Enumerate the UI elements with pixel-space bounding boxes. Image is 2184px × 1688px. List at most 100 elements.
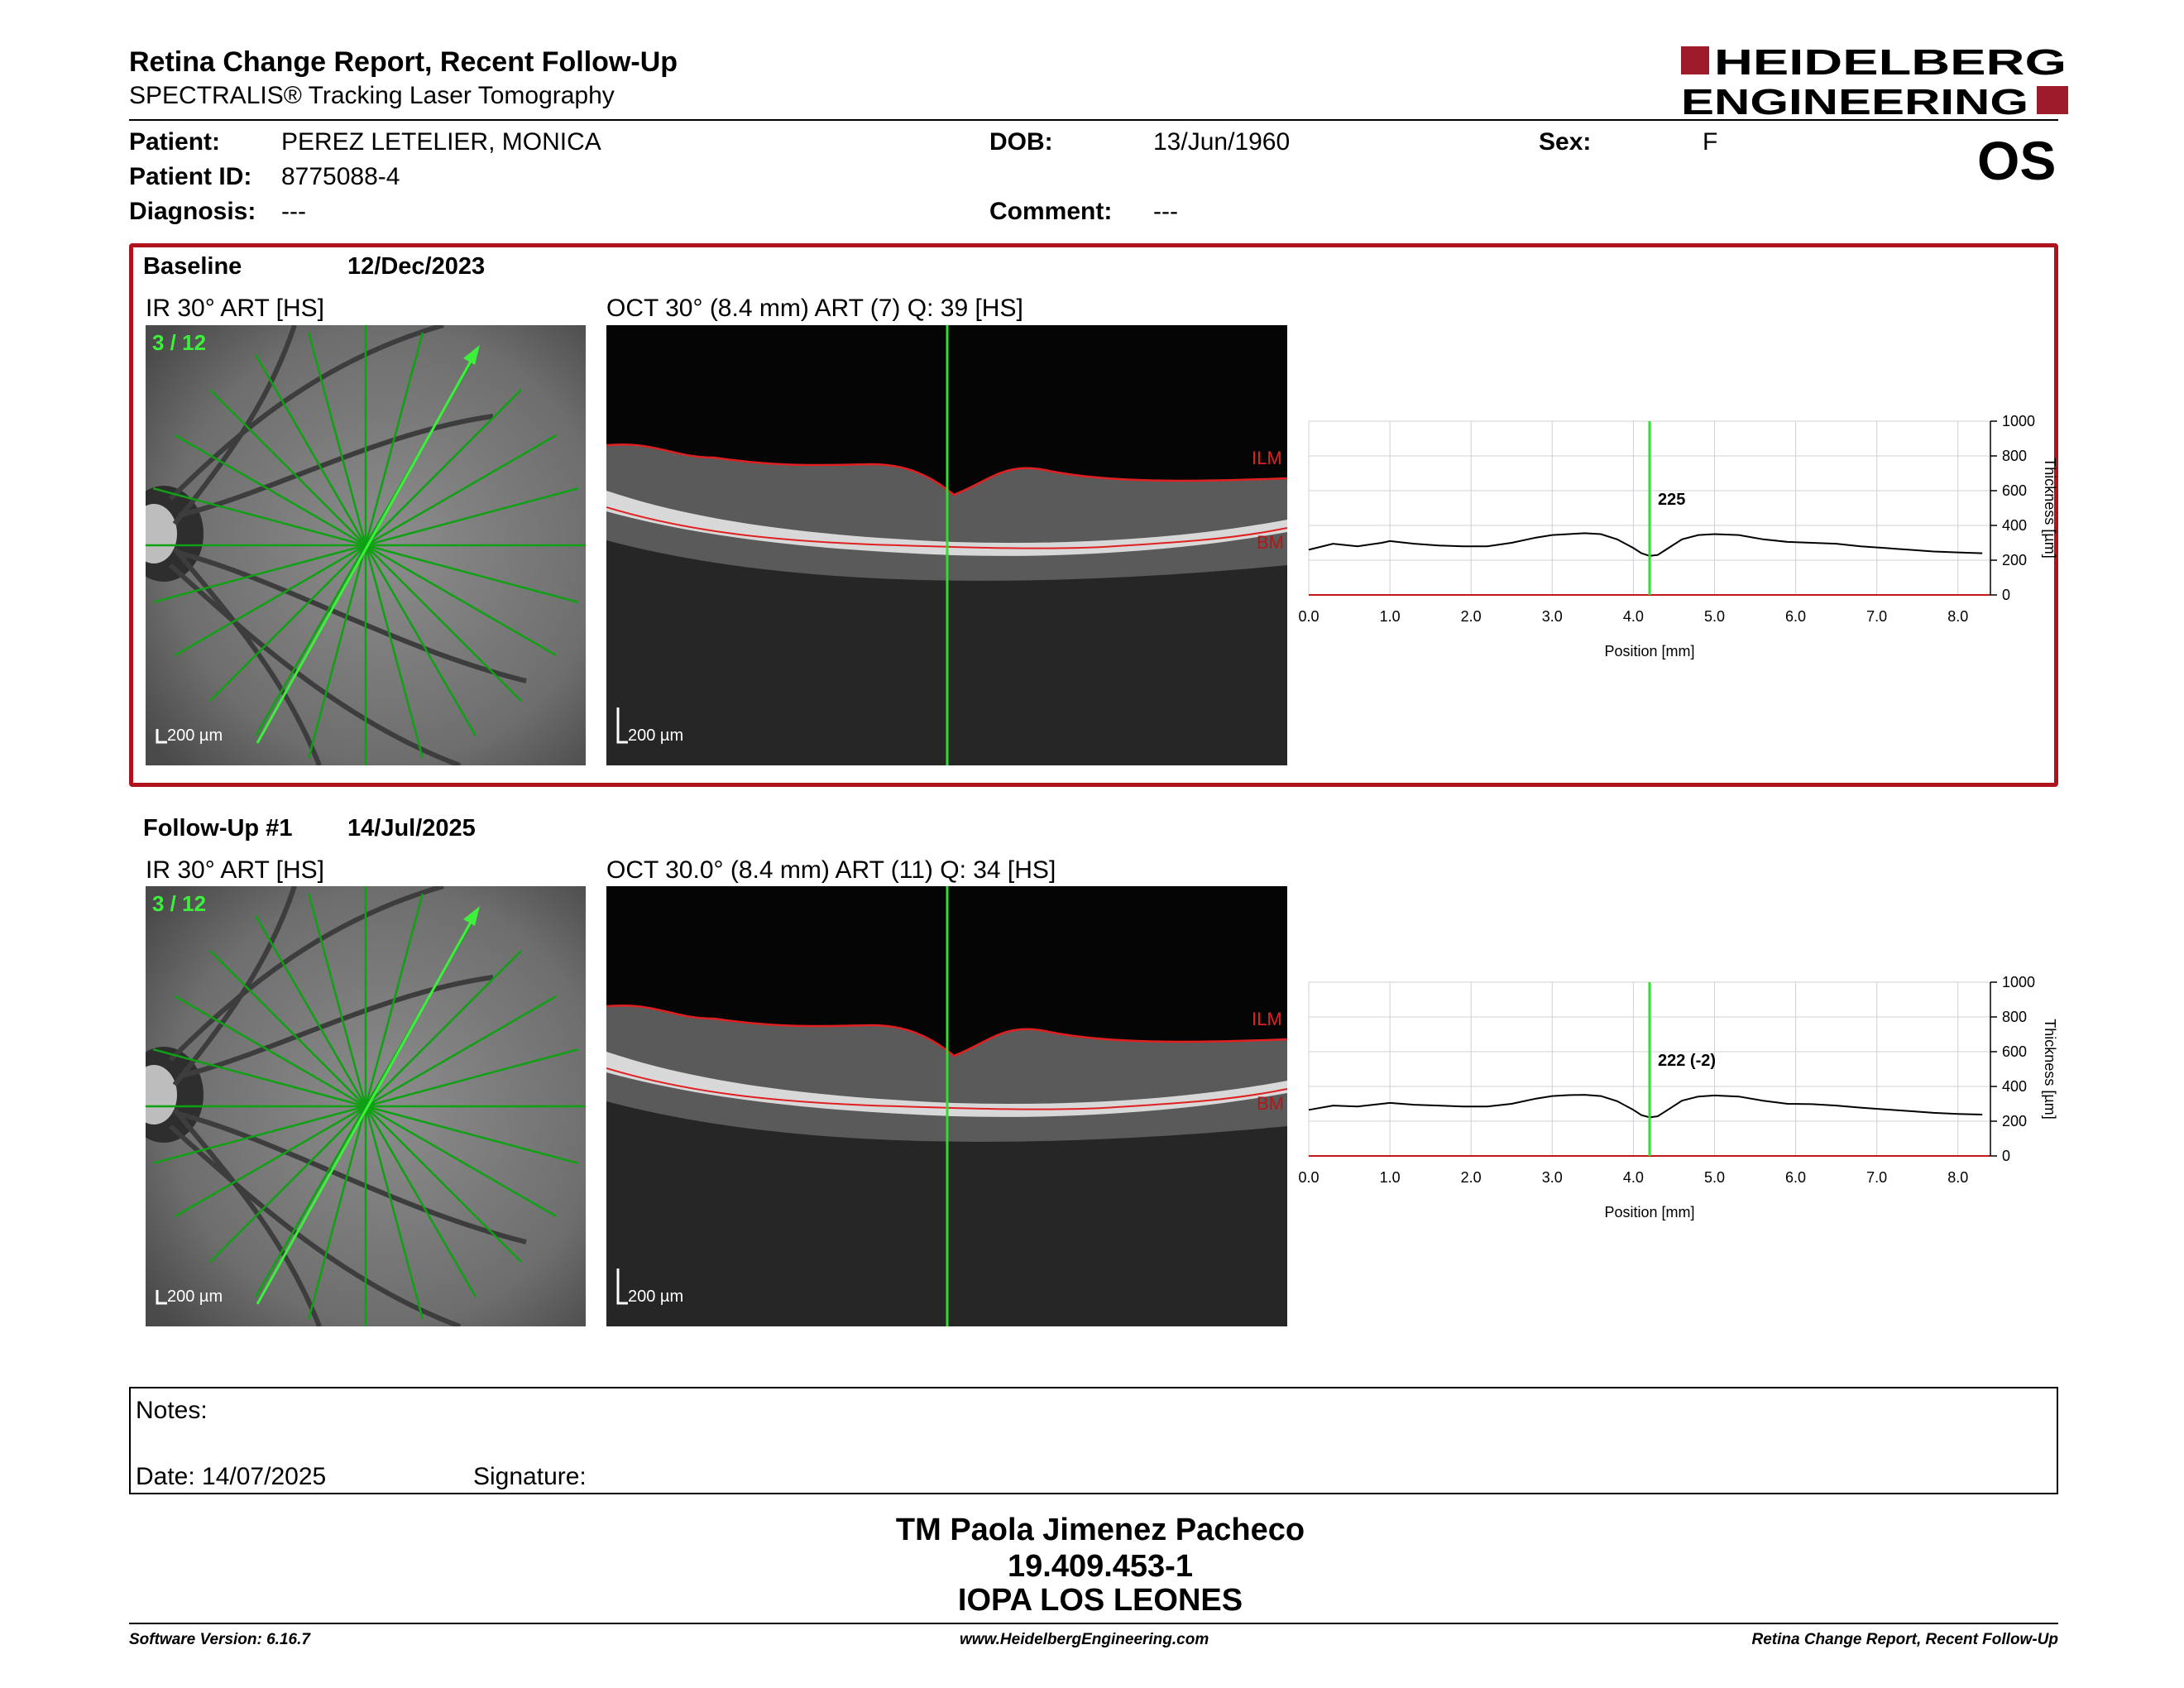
retinal-vessel xyxy=(168,325,444,501)
ilm-label: ILM xyxy=(1252,1009,1282,1029)
x-tick-label: 8.0 xyxy=(1947,608,1968,625)
y-tick-label: 200 xyxy=(2002,1113,2027,1129)
ilm-label: ILM xyxy=(1252,448,1282,468)
rpe-band xyxy=(606,1052,1287,1117)
y-tick-label: 400 xyxy=(2002,1078,2027,1095)
followup-ir-image[interactable]: 3 / 12 200 µm xyxy=(146,886,586,1326)
x-axis-label: Position [mm] xyxy=(1604,643,1694,659)
footer-website[interactable]: www.HeidelbergEngineering.com xyxy=(960,1631,1209,1648)
notes-label: Notes: xyxy=(136,1397,208,1424)
followup-ir-title: IR 30° ART [HS] xyxy=(146,856,324,884)
cursor-value-label: 222 (-2) xyxy=(1658,1052,1716,1070)
bm-label: BM xyxy=(1257,1093,1284,1114)
x-tick-label: 6.0 xyxy=(1785,1169,1806,1186)
x-tick-label: 2.0 xyxy=(1461,1169,1482,1186)
x-tick-label: 1.0 xyxy=(1380,1169,1401,1186)
baseline-thickness-chart[interactable]: 0.0 1.0 2.0 3.0 4.0 5.0 6.0 7.0 8.0 0 200 400 600 800… xyxy=(1291,410,2068,683)
bm-boundary xyxy=(606,506,1287,549)
ilm-boundary xyxy=(606,443,1287,496)
footer-report-name: Retina Change Report, Recent Follow-Up xyxy=(1751,1631,2058,1648)
baseline-panel xyxy=(129,243,2058,787)
notes-date: Date: 14/07/2025 xyxy=(136,1463,327,1490)
dob-value: 13/Jun/1960 xyxy=(1153,128,1291,156)
bm-boundary xyxy=(606,1067,1287,1110)
retinal-vessel xyxy=(178,975,494,1079)
patient-name: PEREZ LETELIER, MONICA xyxy=(281,128,601,156)
retinal-vessel xyxy=(168,1124,462,1326)
retinal-vessel xyxy=(168,563,462,765)
scale-bar-icon xyxy=(156,729,167,744)
dob-label: DOB: xyxy=(989,128,1053,156)
y-tick-label: 400 xyxy=(2002,517,2027,534)
sex-label: Sex: xyxy=(1539,128,1592,156)
x-tick-label: 4.0 xyxy=(1623,1169,1644,1186)
x-tick-label: 1.0 xyxy=(1380,608,1401,625)
report-subtitle: SPECTRALIS® Tracking Laser Tomography xyxy=(129,82,615,109)
x-tick-label: 7.0 xyxy=(1866,608,1887,625)
retinal-vessel xyxy=(178,1111,527,1244)
y-tick-label: 600 xyxy=(2002,1043,2027,1060)
y-axis-label: Thickness [µm] xyxy=(2042,458,2058,558)
signatory-institution: IOPA LOS LEONES xyxy=(957,1583,1243,1618)
x-axis-label: Position [mm] xyxy=(1604,1204,1694,1220)
y-tick-label: 0 xyxy=(2002,1148,2010,1164)
followup-oct-image[interactable]: ILM BM 200 µm xyxy=(606,886,1287,1326)
x-tick-label: 3.0 xyxy=(1542,608,1563,625)
x-tick-label: 0.0 xyxy=(1298,608,1319,625)
y-tick-label: 1000 xyxy=(2002,974,2035,990)
cursor-value-label: 225 xyxy=(1658,491,1685,509)
patient-label: Patient: xyxy=(129,128,221,156)
signature-label: Signature: xyxy=(473,1463,587,1490)
sex-value: F xyxy=(1703,128,1718,156)
comment-label: Comment: xyxy=(989,198,1113,225)
heidelberg-logo: HEIDELBERG ENGINEERING xyxy=(1681,42,2068,121)
baseline-ir-image[interactable]: 3 / 12 200 µm xyxy=(146,325,586,765)
scale-bar-icon xyxy=(616,1268,628,1305)
y-tick-label: 600 xyxy=(2002,482,2027,499)
diagnosis-value: --- xyxy=(281,198,306,225)
comment-value: --- xyxy=(1153,198,1178,225)
baseline-date: 12/Dec/2023 xyxy=(347,253,486,280)
oct-scale-label: 200 µm xyxy=(628,727,683,745)
eye-laterality: OS xyxy=(1977,130,2057,191)
scale-bar-icon xyxy=(156,1290,167,1305)
retinal-vessel xyxy=(168,886,444,1062)
scan-line xyxy=(152,487,579,604)
ir-scale-label: 200 µm xyxy=(167,727,223,745)
x-tick-label: 5.0 xyxy=(1704,608,1725,625)
followup-label: Follow-Up #1 xyxy=(143,815,293,842)
x-tick-label: 7.0 xyxy=(1866,1169,1887,1186)
report-title: Retina Change Report, Recent Follow-Up xyxy=(129,46,678,78)
rpe-band xyxy=(606,491,1287,556)
retinal-vessel xyxy=(178,550,527,683)
y-tick-label: 200 xyxy=(2002,552,2027,568)
logo-line2: ENGINEERING xyxy=(1681,82,2028,121)
y-tick-label: 800 xyxy=(2002,448,2027,464)
signatory-rut: 19.409.453-1 xyxy=(1008,1549,1193,1584)
footer-software: Software Version: 6.16.7 xyxy=(129,1631,310,1648)
patient-id: 8775088-4 xyxy=(281,163,400,190)
x-tick-label: 6.0 xyxy=(1785,608,1806,625)
followup-thickness-chart[interactable]: 0.0 1.0 2.0 3.0 4.0 5.0 6.0 7.0 8.0 0 200 400 600 800… xyxy=(1291,971,2068,1244)
active-scan-line xyxy=(256,918,474,1305)
baseline-oct-title: OCT 30° (8.4 mm) ART (7) Q: 39 [HS] xyxy=(606,295,1023,322)
scan-line xyxy=(152,1048,579,1165)
x-tick-label: 5.0 xyxy=(1704,1169,1725,1186)
followup-date: 14/Jul/2025 xyxy=(347,815,476,842)
signatory-name: TM Paola Jimenez Pacheco xyxy=(895,1513,1305,1547)
scan-direction-arrow xyxy=(463,906,480,926)
x-tick-label: 4.0 xyxy=(1623,608,1644,625)
active-scan-line xyxy=(256,357,474,744)
scan-direction-arrow xyxy=(463,345,480,365)
baseline-oct-image[interactable]: ILM BM 200 µm xyxy=(606,325,1287,765)
notes-box[interactable]: Notes: Date: 14/07/2025 Signature: xyxy=(129,1387,2058,1494)
y-axis-label: Thickness [µm] xyxy=(2042,1019,2058,1119)
logo-line1: HEIDELBERG xyxy=(1714,42,2067,83)
thickness-profile-line xyxy=(1308,1094,1983,1119)
ilm-boundary xyxy=(606,1004,1287,1057)
y-tick-label: 0 xyxy=(2002,587,2010,603)
y-tick-label: 800 xyxy=(2002,1009,2027,1025)
diagnosis-label: Diagnosis: xyxy=(129,198,256,225)
followup-oct-title: OCT 30.0° (8.4 mm) ART (11) Q: 34 [HS] xyxy=(606,856,1056,884)
scan-counter: 3 / 12 xyxy=(152,330,206,355)
